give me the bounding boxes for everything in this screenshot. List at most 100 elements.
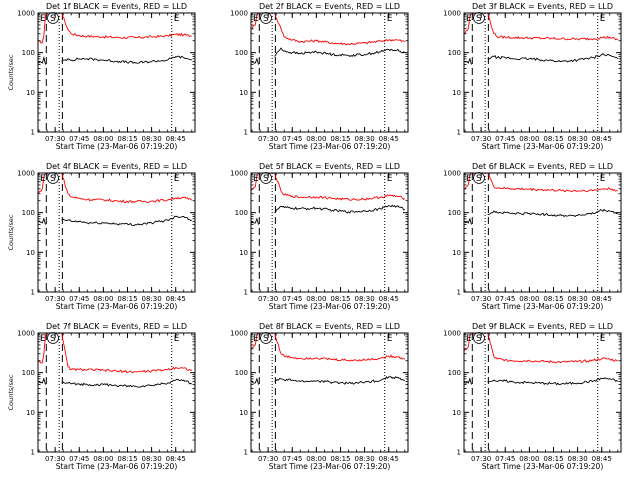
detector-panel-2: Det 2f BLACK = Events, RED = LLD 1 10 100 10…: [213, 0, 426, 160]
detector-chart-4: Det 4f BLACK = Events, RED = LLD 1 10 100 10…: [7, 162, 196, 311]
detector-chart-7: Det 7f BLACK = Events, RED = LLD 1 10 100 10…: [7, 322, 196, 471]
panel-title: Det 4f BLACK = Events, RED = LLD: [46, 162, 187, 171]
events-series-line: [61, 378, 192, 388]
y-axis-label: Counts/sec: [7, 214, 15, 250]
event-marker-e: E: [466, 334, 472, 344]
x-tick-label: 08:15: [117, 455, 137, 463]
x-tick-label: 07:45: [69, 455, 89, 463]
y-tick-label: 100: [22, 209, 35, 217]
detector-panel-7: Det 7f BLACK = Events, RED = LLD 1 10 100 10…: [0, 320, 213, 480]
panel-title: Det 6f BLACK = Events, RED = LLD: [472, 162, 613, 171]
detector-chart-8: Det 8f BLACK = Events, RED = LLD 1 10 100 10…: [230, 322, 409, 471]
event-marker-e: E: [253, 174, 259, 184]
event-marker-e: E: [387, 174, 393, 184]
event-marker-s: S: [476, 334, 482, 344]
detector-chart-9: Det 9f BLACK = Events, RED = LLD 1 10 100 10…: [443, 322, 622, 471]
x-tick-label: 08:45: [166, 295, 186, 303]
event-marker-e: E: [466, 14, 472, 24]
x-tick-label: 07:45: [495, 295, 515, 303]
x-tick-label: 07:30: [471, 135, 491, 143]
event-marker-e: E: [40, 14, 46, 24]
x-tick-label: 08:45: [166, 455, 186, 463]
x-axis-label: Start Time (23-Mar-06 07:19:20): [269, 462, 391, 471]
x-tick-label: 08:45: [592, 455, 612, 463]
x-axis-label: Start Time (23-Mar-06 07:19:20): [482, 142, 604, 151]
x-tick-label: 08:30: [142, 455, 162, 463]
event-marker-e: E: [174, 14, 180, 24]
plot-frame: [463, 12, 622, 133]
events-series-line: [251, 217, 259, 225]
y-tick-label: 1000: [443, 170, 461, 178]
x-tick-label: 08:45: [592, 295, 612, 303]
y-tick-label: 1: [457, 289, 461, 297]
event-marker-e: E: [40, 174, 46, 184]
events-series-line: [38, 217, 46, 225]
x-tick-label: 08:30: [355, 295, 375, 303]
events-series-line: [464, 377, 472, 385]
x-tick-label: 07:30: [258, 455, 278, 463]
x-tick-label: 08:45: [379, 455, 399, 463]
x-tick-label: 08:00: [93, 455, 113, 463]
detector-chart-3: Det 3f BLACK = Events, RED = LLD 1 10 100 10…: [443, 2, 622, 151]
x-tick-label: 08:30: [568, 135, 588, 143]
lld-series-line: [274, 333, 405, 362]
y-tick-label: 1: [244, 129, 248, 137]
y-tick-label: 1: [31, 449, 35, 457]
y-tick-label: 1: [244, 289, 248, 297]
x-tick-label: 07:45: [495, 455, 515, 463]
lld-series-line: [274, 173, 406, 201]
detector-panel-8: Det 8f BLACK = Events, RED = LLD 1 10 100 10…: [213, 320, 426, 480]
event-marker-s: S: [50, 334, 56, 344]
x-tick-label: 08:15: [330, 295, 350, 303]
y-tick-label: 1: [457, 129, 461, 137]
x-tick-label: 07:30: [258, 135, 278, 143]
event-marker-s: S: [263, 174, 269, 184]
x-tick-label: 08:15: [330, 135, 350, 143]
x-tick-label: 07:30: [45, 455, 65, 463]
plot-frame: [250, 172, 409, 293]
lld-series-line: [61, 333, 192, 374]
x-tick-label: 08:15: [543, 455, 563, 463]
events-series-line: [274, 47, 406, 58]
event-marker-e: E: [174, 334, 180, 344]
event-marker-s: S: [50, 14, 56, 24]
x-tick-label: 08:30: [568, 455, 588, 463]
y-tick-label: 10: [452, 249, 461, 257]
x-axis-label: Start Time (23-Mar-06 07:19:20): [56, 462, 178, 471]
plot-frame: [250, 12, 409, 133]
x-tick-label: 07:45: [69, 135, 89, 143]
x-axis-label: Start Time (23-Mar-06 07:19:20): [269, 302, 391, 311]
lld-series-line: [274, 13, 405, 46]
panel-title: Det 1f BLACK = Events, RED = LLD: [46, 2, 187, 11]
detector-panel-4: Det 4f BLACK = Events, RED = LLD 1 10 100 10…: [0, 160, 213, 320]
x-tick-label: 08:30: [142, 135, 162, 143]
event-marker-e: E: [174, 174, 180, 184]
x-axis-label: Start Time (23-Mar-06 07:19:20): [56, 142, 178, 151]
x-tick-label: 08:30: [355, 455, 375, 463]
y-tick-label: 10: [452, 89, 461, 97]
x-tick-label: 07:30: [45, 295, 65, 303]
events-series-line: [487, 208, 618, 218]
lld-series-line: [61, 173, 193, 204]
event-marker-s: S: [476, 14, 482, 24]
event-marker-e: E: [253, 14, 259, 24]
plot-frame: [37, 332, 196, 453]
x-tick-label: 08:15: [117, 135, 137, 143]
detector-panel-5: Det 5f BLACK = Events, RED = LLD 1 10 100 10…: [213, 160, 426, 320]
x-tick-label: 08:15: [543, 295, 563, 303]
x-tick-label: 07:30: [471, 455, 491, 463]
detector-panel-1: Det 1f BLACK = Events, RED = LLD 1 10 100 10…: [0, 0, 213, 160]
plot-frame: [463, 172, 622, 293]
y-tick-label: 1: [31, 289, 35, 297]
x-tick-label: 07:30: [45, 135, 65, 143]
event-marker-s: S: [50, 174, 56, 184]
lld-series-line: [38, 173, 48, 194]
y-tick-label: 1000: [230, 10, 248, 18]
y-tick-label: 10: [26, 249, 35, 257]
x-tick-label: 08:00: [519, 455, 539, 463]
events-series-line: [274, 204, 405, 214]
detector-panel-3: Det 3f BLACK = Events, RED = LLD 1 10 100 10…: [426, 0, 639, 160]
lld-series-line: [487, 333, 619, 364]
plot-frame: [463, 332, 622, 453]
